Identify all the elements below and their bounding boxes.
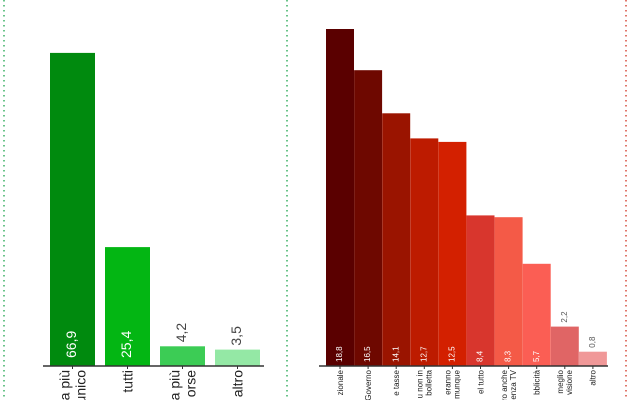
red-category-label-7: bblicità — [533, 369, 542, 394]
green-category-label-0: a piùunico — [56, 370, 88, 400]
green-bar-3 — [215, 349, 260, 366]
red-bar-6 — [494, 217, 523, 366]
red-category-label-1: Governo — [364, 369, 373, 400]
red-value-label-7: 5,7 — [532, 350, 541, 362]
red-value-label-4: 12,5 — [448, 346, 457, 362]
red-category-label-0: zionale — [336, 369, 345, 395]
chart-red: 18,8 zionale 16,5 Governo 14,1 e tasse 12,7 u n… — [319, 29, 608, 400]
red-bar-5 — [466, 215, 495, 366]
red-value-label-9: 0,8 — [588, 336, 597, 348]
red-category-label-5: el tutto — [476, 369, 485, 394]
red-category-label-6: ro ancheenza TV — [500, 369, 518, 400]
red-value-label-2: 14,1 — [391, 346, 400, 362]
green-bar-2 — [160, 346, 205, 366]
red-value-label-0: 18,8 — [335, 346, 344, 362]
red-value-label-1: 16,5 — [363, 346, 372, 362]
red-category-label-3: u non inbolletta — [416, 369, 434, 398]
red-bar-4 — [438, 141, 467, 366]
green-value-label-2: 4,2 — [173, 323, 189, 343]
red-category-label-2: e tasse — [392, 369, 401, 395]
green-category-label-3: altro — [229, 370, 245, 397]
green-value-label-1: 25,4 — [118, 331, 134, 358]
green-bar-0 — [50, 52, 95, 367]
green-value-label-0: 66,9 — [63, 331, 79, 358]
red-value-label-5: 8,4 — [476, 350, 485, 362]
green-bar-1 — [105, 247, 150, 366]
red-value-label-8: 2,2 — [560, 311, 569, 323]
chart-green: 66,9 a piùunico 25,4 tutti 4,2 a piùorse 3,5 al… — [43, 52, 264, 400]
green-category-label-1: tutti — [119, 370, 135, 393]
red-bar-2 — [382, 113, 411, 366]
red-bar-1 — [354, 70, 383, 366]
red-category-label-8: megliovisione — [556, 369, 574, 394]
red-bar-7 — [522, 263, 551, 366]
red-bar-0 — [326, 29, 354, 366]
red-value-label-3: 12,7 — [419, 346, 428, 362]
red-value-label-6: 8,3 — [504, 350, 513, 362]
green-value-label-3: 3,5 — [228, 326, 244, 346]
green-category-label-2: a piùorse — [166, 370, 198, 400]
red-category-label-9: altro — [589, 369, 598, 385]
red-bar-3 — [410, 138, 439, 366]
red-bar-9 — [578, 351, 607, 366]
red-category-label-4: erannomunque — [444, 369, 462, 398]
red-bar-8 — [550, 326, 579, 366]
